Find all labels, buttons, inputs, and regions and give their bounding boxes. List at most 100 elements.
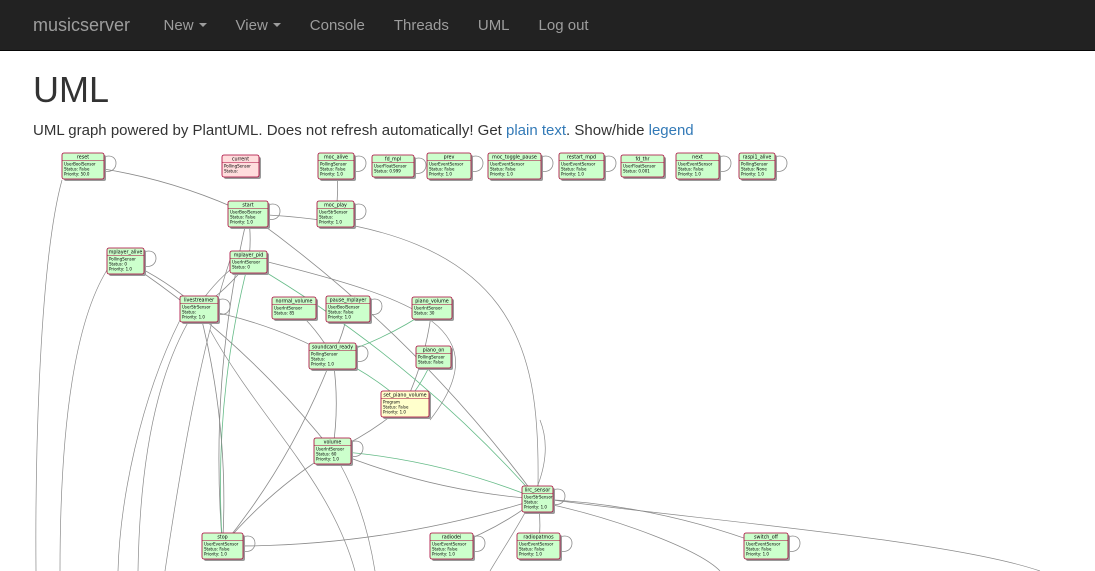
node-box [229,250,268,274]
node-attribute: Status: False [490,167,516,172]
node-attribute: Priority: 1.0 [204,552,227,557]
node-attribute: Status: False [746,547,772,552]
node-title: mplayer_pid [234,253,264,259]
node-box [426,152,472,180]
node-title: moc_alive [324,155,348,161]
node-attribute: Priority: 1.0 [490,172,513,177]
uml-graph: reset UserBoolSensor Status: False Priority… [0,150,1095,571]
node-attribute: Status: False [230,215,256,220]
node-title: lirc_sensor [525,488,550,494]
node-box [313,437,352,465]
self-loop-edge [718,155,732,172]
uml-edge [164,259,231,571]
node-title: moc_play [324,203,347,209]
node-attribute: Priority: 1.0 [678,172,701,177]
nav-console-link[interactable]: Console [309,16,365,34]
self-loop-edge [413,157,427,174]
node-attribute: UserIntSensor [316,447,344,452]
node-title: mplayer_alive [109,250,143,256]
nav-view-dropdown[interactable]: View [221,0,295,50]
node-attribute: PollingSensor [224,164,251,169]
node-box [201,532,244,560]
nav-new-dropdown[interactable]: New [149,0,221,50]
node-box [316,200,355,228]
node-attribute: Priority: 1.0 [109,267,132,272]
brand-link[interactable]: musicserver [33,14,131,35]
self-loop-edge [787,535,801,552]
node-box [675,152,720,180]
uml-node-soundcard-ready: soundcard_readyPollingSensorStatus:Prior… [308,342,358,371]
node-attribute: UserStrSensor [524,495,553,500]
node-title: moc_toggle_pause [492,155,537,161]
node-attribute: Status: False [383,405,409,410]
node-attribute: Status: [311,357,325,362]
self-loop-edge [355,345,369,362]
node-attribute: UserEventSensor [490,162,525,167]
node-attribute: PollingSensor [741,162,768,167]
node-attribute: Priority: 1.0 [316,457,339,462]
node-title: prev [444,155,455,161]
legend-link[interactable]: legend [648,122,694,139]
node-attribute: Priority: 1.0 [383,410,406,415]
uml-edge [198,308,225,547]
node-attribute: Priority: 1.0 [741,172,764,177]
node-title: piano_volume [415,299,449,305]
plain-text-link[interactable]: plain text [506,122,567,139]
node-attribute: Status: False [328,310,354,315]
self-loop-edge [217,298,231,315]
node-box [521,485,554,513]
node-box [380,390,430,418]
self-loop-edge [353,155,367,172]
uml-edge [125,260,333,452]
nav-threads-link[interactable]: Threads [393,16,449,34]
node-box [179,295,219,323]
node-attribute: Priority: 1.0 [319,220,342,225]
node-attribute: UserIntSensor [232,260,260,265]
self-loop-edge [267,203,281,220]
node-attribute: UserEventSensor [432,542,467,547]
nav-uml-link[interactable]: UML [477,16,510,34]
node-attribute: Status: False [64,167,90,172]
node-attribute: PollingSensor [418,355,445,360]
uml-edge [209,329,356,571]
page-subtitle: UML graph powered by PlantUML. Does not … [33,121,1095,141]
self-loop-edge [472,535,486,552]
node-title: volume [324,440,342,446]
node-title: stop [217,535,227,541]
self-loop-edge [103,155,117,172]
node-attribute: Status: 0 [232,265,250,270]
node-attribute: Status: [224,169,238,174]
uml-edge [537,498,767,547]
self-loop-edge [540,155,554,172]
nav-view-label: View [235,16,268,34]
node-attribute: Status: False [418,360,444,365]
node-title: switch_off [754,535,779,541]
node-box [227,200,269,228]
node-attribute: Priority: 1.0 [320,172,343,177]
self-loop-edge [353,203,367,220]
node-attribute: Status: None [741,167,767,172]
node-attribute: Status: False [519,547,545,552]
nav-logout-link[interactable]: Log out [538,16,589,34]
node-attribute: Status: False [678,167,704,172]
node-attribute: UserBoolSensor [230,210,262,215]
node-attribute: UserEventSensor [519,542,554,547]
node-title: reset [77,155,89,161]
uml-edge [248,261,538,500]
uml-edge [247,213,538,500]
node-attribute: Status: [524,500,538,505]
node-title: normal_volume [276,299,313,305]
self-loop-edge [470,155,484,172]
